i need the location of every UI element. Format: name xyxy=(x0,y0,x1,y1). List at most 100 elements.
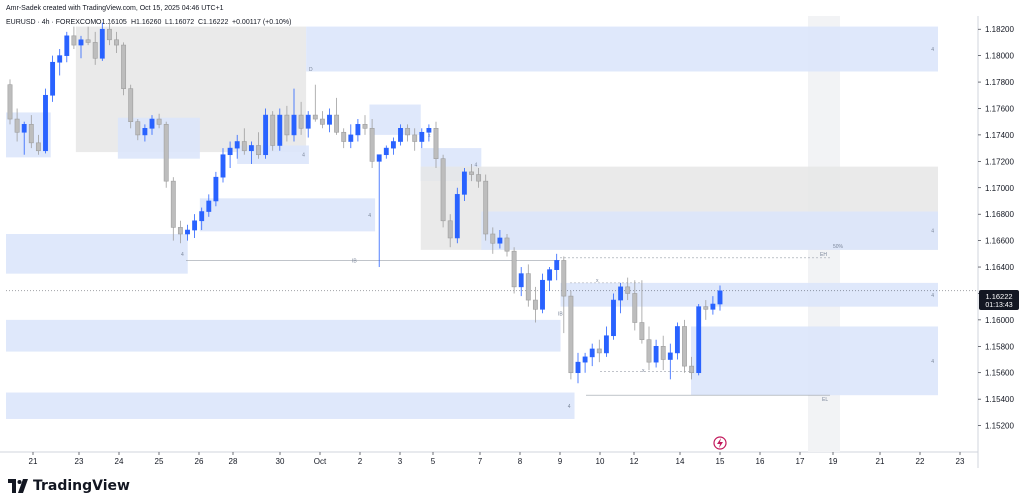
time-tick-label: 7 xyxy=(478,457,483,466)
candle xyxy=(177,220,183,244)
candle-body xyxy=(64,35,70,56)
candle xyxy=(469,163,474,182)
candle-body xyxy=(341,131,347,142)
time-tick-label: 2 xyxy=(358,457,363,466)
zone-label: 4 xyxy=(368,213,371,219)
candle xyxy=(561,256,567,334)
candle xyxy=(589,343,595,367)
candle-body xyxy=(696,306,702,374)
price-tick-label: 1.17200 xyxy=(985,157,1014,166)
candle xyxy=(156,113,162,129)
plot-area[interactable]: 4444444444IBIBEH50%ELDxxxx xyxy=(0,16,979,468)
candle-body xyxy=(497,237,503,244)
candle xyxy=(270,111,276,151)
candle xyxy=(440,154,446,228)
candle-body xyxy=(185,229,190,235)
candle-body xyxy=(199,211,205,222)
zone-blue xyxy=(481,211,938,250)
time-tick-label: 23 xyxy=(75,457,84,466)
candle xyxy=(632,280,638,331)
lightning-icon[interactable] xyxy=(713,436,727,450)
candle-body xyxy=(561,260,567,297)
time-tick-label: 28 xyxy=(229,457,238,466)
candle-body xyxy=(334,114,340,133)
zone-blue xyxy=(199,198,376,232)
candle xyxy=(114,31,119,53)
time-tick-label: 22 xyxy=(916,457,925,466)
candle-body xyxy=(319,118,325,125)
candle xyxy=(28,115,34,149)
candle xyxy=(284,105,290,142)
line-label: 50% xyxy=(833,244,844,250)
candle xyxy=(43,88,48,154)
candle xyxy=(192,214,198,238)
candle xyxy=(227,141,233,168)
candle-body xyxy=(21,124,27,133)
zone-label: 4 xyxy=(931,47,934,53)
zone-label: 4 xyxy=(931,359,934,365)
candle xyxy=(298,101,304,135)
candle xyxy=(305,111,311,138)
candle-body xyxy=(469,171,474,175)
candle-body xyxy=(682,326,687,367)
candle xyxy=(454,187,460,244)
candle-body xyxy=(525,273,531,301)
candle-body xyxy=(177,227,183,235)
tradingview-logo-icon xyxy=(8,479,28,493)
candle-body xyxy=(78,39,84,46)
time-tick-label: 17 xyxy=(796,457,805,466)
candle xyxy=(341,128,347,149)
candle-body xyxy=(14,118,20,133)
candle xyxy=(7,79,13,125)
candle-body xyxy=(227,147,233,156)
candle-body xyxy=(412,134,418,142)
candle-body xyxy=(256,145,261,156)
candle xyxy=(674,322,680,360)
price-tick-label: 1.15200 xyxy=(985,422,1014,431)
price-tick-label: 1.16600 xyxy=(985,237,1014,246)
candle-body xyxy=(99,28,105,59)
candle-body xyxy=(511,250,517,288)
candle xyxy=(199,207,205,231)
candle xyxy=(412,128,418,151)
price-axis[interactable]: 1.18200 1.18000 1.17800 1.17600 1.17400 1.172… xyxy=(978,25,1014,431)
line-label: EH xyxy=(820,252,827,258)
candle xyxy=(667,343,673,380)
candle xyxy=(348,124,354,149)
candle-body xyxy=(689,365,695,374)
candle-body xyxy=(405,128,411,136)
time-tick-label: Oct xyxy=(314,457,327,466)
candle-body xyxy=(291,114,297,136)
tradingview-brand[interactable]: TradingView xyxy=(8,478,130,494)
candle-body xyxy=(234,141,240,149)
candle-body xyxy=(71,35,77,46)
candle-body xyxy=(128,88,134,122)
candle-body xyxy=(43,94,48,152)
candle xyxy=(334,97,340,135)
time-axis[interactable]: 21 23 24 25 26 28 30 Oct 2 3 5 7 8 9 10 12 14 15 16 17 19 21 2… xyxy=(29,452,965,466)
candle xyxy=(554,253,560,281)
time-tick-label: 23 xyxy=(956,457,965,466)
candle-body xyxy=(50,61,56,96)
price-tick-label: 1.17600 xyxy=(985,104,1014,113)
ohlc-open: O1.16105 xyxy=(96,19,127,26)
candle-body xyxy=(248,145,254,152)
candle xyxy=(85,26,91,46)
candle-body xyxy=(504,237,510,252)
candle xyxy=(582,352,588,373)
candle-body xyxy=(163,124,169,182)
candle xyxy=(696,304,702,376)
candle xyxy=(596,339,602,363)
candle xyxy=(241,128,247,155)
candle-body xyxy=(639,322,645,340)
candle-body xyxy=(476,174,482,182)
zone-blue xyxy=(6,234,188,274)
candle xyxy=(128,84,134,129)
candle xyxy=(511,247,517,294)
candle xyxy=(483,174,489,241)
candle-body xyxy=(142,128,148,136)
candle-body xyxy=(419,131,425,142)
candle xyxy=(653,339,659,368)
zone-blue xyxy=(691,326,938,396)
